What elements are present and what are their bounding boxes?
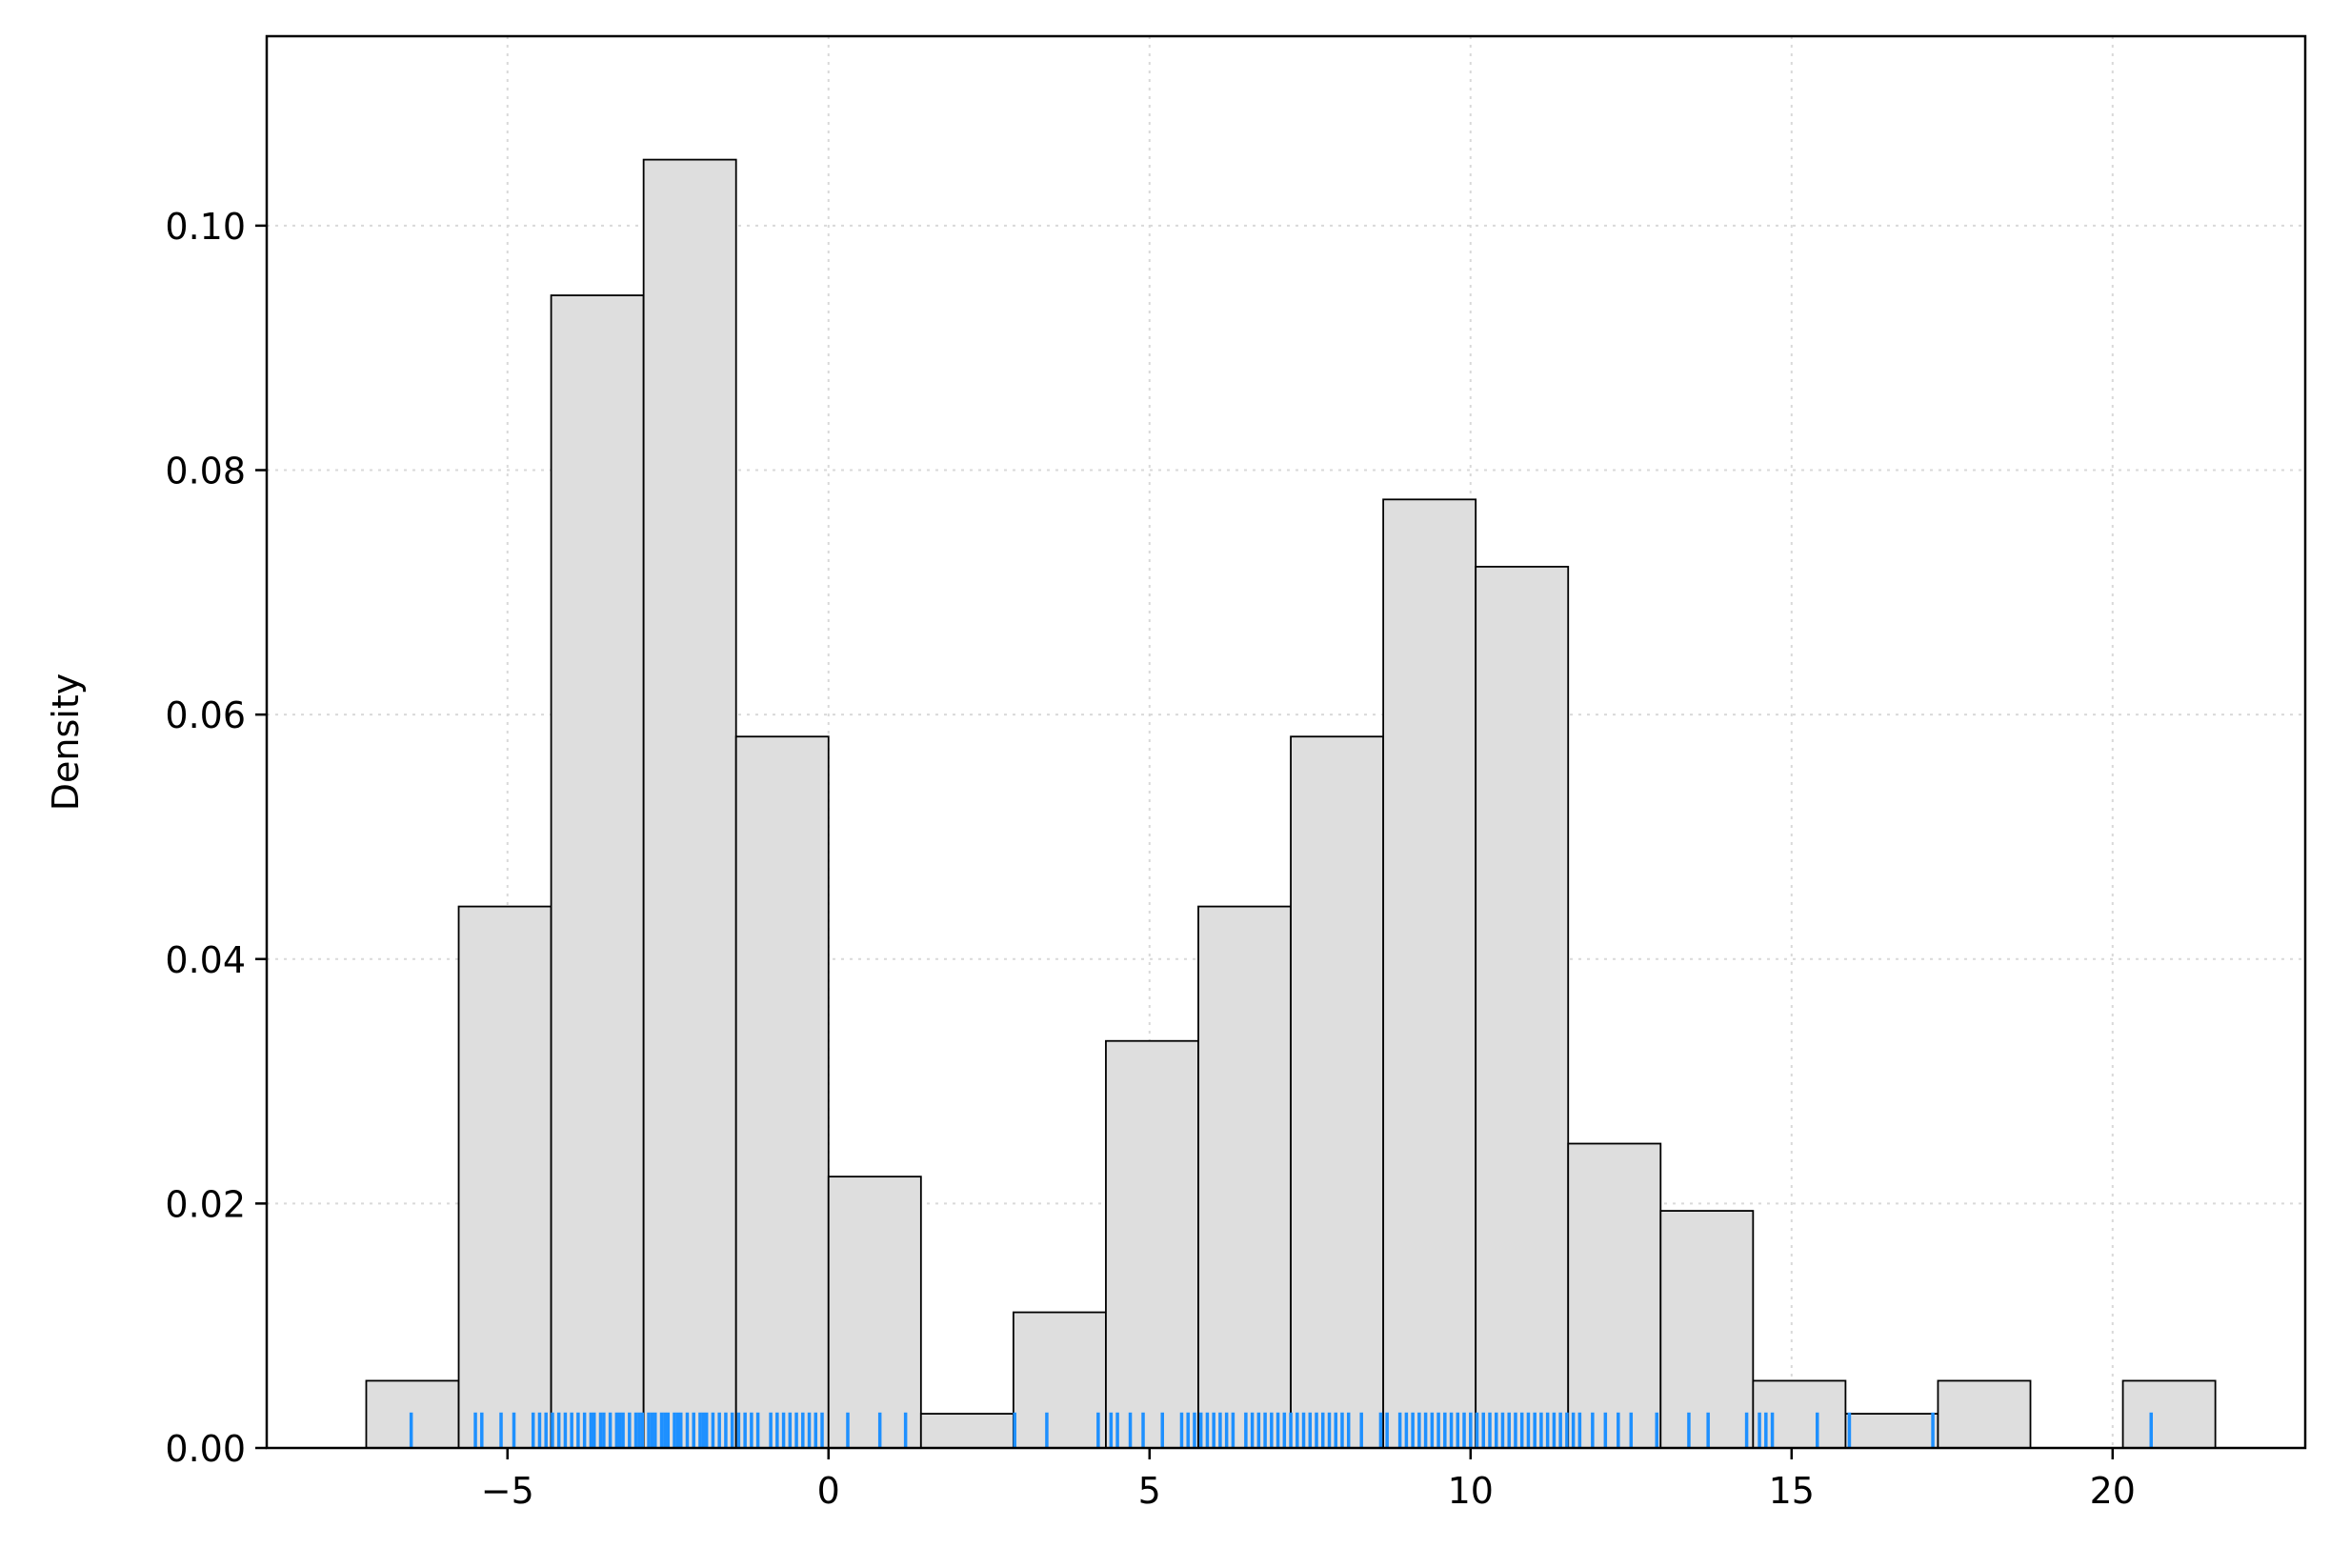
histogram-bar xyxy=(2121,1379,2217,1449)
histogram-bar xyxy=(1105,1039,1199,1449)
histogram-bar xyxy=(1012,1311,1107,1449)
histogram-bar xyxy=(1567,1142,1662,1449)
y-tick-label: 0.10 xyxy=(165,206,246,248)
x-tick-label: 10 xyxy=(1448,1470,1494,1512)
x-tick-label: 15 xyxy=(1769,1470,1815,1512)
x-tick-label: 20 xyxy=(2090,1470,2136,1512)
histogram-bar xyxy=(550,294,645,1449)
x-tick-label: −5 xyxy=(481,1470,534,1512)
x-axis-ticks: −5 0 5 10 15 20 xyxy=(481,1448,2136,1512)
plot-frame xyxy=(265,34,2307,1450)
histogram-bar xyxy=(1382,498,1477,1449)
rug-marks xyxy=(409,1412,2153,1448)
y-tick-label: 0.00 xyxy=(165,1428,246,1470)
histogram-bar xyxy=(1659,1210,1755,1449)
histogram-bar xyxy=(457,905,552,1449)
y-axis-ticks: 0.00 0.02 0.04 0.06 0.08 0.10 xyxy=(165,206,267,1470)
histogram-bar xyxy=(642,158,737,1449)
histogram-bar xyxy=(1937,1379,2032,1449)
y-tick-label: 0.04 xyxy=(165,939,246,981)
y-tick-label: 0.08 xyxy=(165,451,246,493)
y-tick-label: 0.02 xyxy=(165,1183,246,1225)
histogram-bar xyxy=(1475,565,1570,1449)
histogram-bar xyxy=(1752,1379,1847,1449)
histogram-bar xyxy=(1844,1413,1939,1449)
histogram-bar xyxy=(734,735,830,1449)
x-tick-label: 5 xyxy=(1138,1470,1161,1512)
histogram-bar xyxy=(919,1413,1014,1449)
histogram-bars xyxy=(365,158,2217,1449)
histogram-bar xyxy=(827,1176,922,1449)
x-tick-label: 0 xyxy=(817,1470,840,1512)
y-tick-label: 0.06 xyxy=(165,694,246,736)
histogram-bar xyxy=(1197,905,1292,1449)
histogram-bar xyxy=(1290,735,1385,1449)
y-axis-label: Density xyxy=(45,673,87,811)
